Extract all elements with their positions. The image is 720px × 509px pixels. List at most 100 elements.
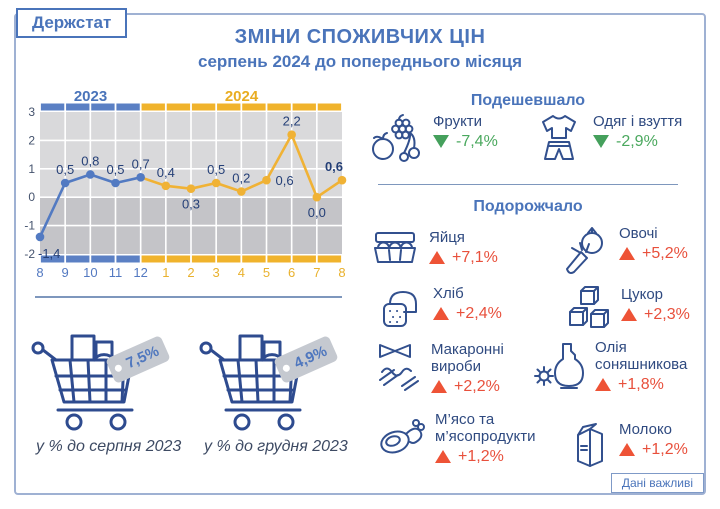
triangle-up-icon: [619, 247, 635, 261]
svg-text:0,0: 0,0: [308, 205, 326, 220]
vegetables-icon: [566, 227, 603, 274]
svg-text:2,2: 2,2: [283, 114, 301, 129]
triangle-up-icon: [595, 378, 611, 392]
item-name: Фрукти: [433, 113, 483, 130]
svg-text:11: 11: [109, 265, 123, 280]
item-delta-value: +1,8%: [618, 375, 664, 393]
svg-text:8: 8: [338, 265, 345, 280]
item-delta-value: -7,4%: [456, 132, 498, 150]
pricier-item-sugar: Цукор +2,3%: [564, 285, 690, 331]
item-name: Одяг і взуття: [593, 113, 683, 130]
chart-divider-line: [35, 296, 342, 298]
item-delta: +1,2%: [435, 448, 560, 466]
triangle-up-icon: [621, 308, 637, 322]
svg-text:0,3: 0,3: [182, 197, 200, 212]
item-delta-value: +1,2%: [642, 440, 688, 458]
svg-text:0,5: 0,5: [106, 162, 124, 177]
page-border-frame: [14, 13, 706, 495]
clothing-icon: [542, 115, 576, 160]
page-subtitle: серпень 2024 до попереднього місяця: [197, 52, 522, 71]
svg-text:3: 3: [213, 265, 220, 280]
meat-icon: [380, 419, 425, 454]
pricier-section-header: Подорожчало: [473, 198, 583, 215]
triangle-up-icon: [429, 251, 445, 265]
shopping-cart-icon: [199, 334, 310, 431]
cheaper-section-header: Подешевшало: [470, 92, 586, 109]
item-delta-value: -2,9%: [616, 132, 658, 150]
svg-text:0,6: 0,6: [276, 173, 294, 188]
pricier-item-pasta: Макаронні вироби +2,2%: [372, 340, 541, 396]
oil-icon: [534, 343, 584, 389]
item-name: Хліб: [433, 285, 464, 302]
item-delta-value: +2,4%: [456, 304, 502, 322]
triangle-up-icon: [435, 450, 451, 464]
svg-text:8: 8: [36, 265, 43, 280]
svg-text:0,6: 0,6: [325, 159, 343, 174]
item-delta: -7,4%: [433, 133, 498, 151]
item-name: Молоко: [619, 421, 673, 438]
item-delta-value: +5,2%: [642, 244, 688, 262]
triangle-down-icon: [593, 135, 609, 149]
item-delta: +2,4%: [433, 305, 502, 323]
pricier-item-meat: М’ясо та м’ясопродукти +1,2%: [376, 410, 560, 466]
svg-text:4: 4: [238, 265, 245, 280]
pricier-item-bread: Хліб +2,4%: [376, 284, 502, 330]
item-delta: +1,8%: [595, 376, 705, 394]
triangle-up-icon: [433, 307, 449, 321]
sugar-icon: [569, 286, 609, 328]
pricier-item-oil: Олія соняшникова +1,8%: [532, 338, 705, 394]
item-name: Овочі: [619, 225, 658, 242]
fruits-icon: [372, 114, 420, 162]
item-delta: +1,2%: [619, 441, 688, 459]
page-title: ЗМІНИ СПОЖИВЧИХ ЦІН: [234, 26, 486, 48]
tag-hole: [281, 363, 291, 373]
item-name: Олія соняшникова: [595, 339, 688, 373]
svg-text:7: 7: [313, 265, 320, 280]
cheaper-item-clothing: Одяг і взуття -2,9%: [534, 112, 682, 164]
cart-group-december: 4,9% у % до грудня 2023: [196, 328, 376, 458]
eggs-icon: [374, 232, 416, 263]
svg-text:0,2: 0,2: [232, 171, 250, 186]
pricier-item-milk: Молоко +1,2%: [568, 420, 688, 468]
item-delta: +5,2%: [619, 245, 688, 263]
svg-text:0,7: 0,7: [132, 156, 150, 171]
shopping-cart-icon: [31, 334, 142, 431]
pasta-icon: [379, 344, 419, 391]
cart-caption: у % до серпня 2023: [36, 438, 182, 455]
cheaper-item-fruits: Фрукти -7,4%: [370, 112, 498, 164]
data-matters-badge: Дані важливі: [610, 473, 704, 493]
cart-caption: у % до грудня 2023: [204, 438, 348, 455]
svg-text:0,5: 0,5: [207, 162, 225, 177]
svg-text:6: 6: [288, 265, 295, 280]
item-delta: +2,3%: [621, 306, 690, 324]
svg-text:2: 2: [187, 265, 194, 280]
item-delta: -2,9%: [593, 133, 682, 151]
derzhstat-logo: Держстат: [16, 8, 128, 38]
bread-icon: [383, 291, 417, 327]
item-delta-value: +2,3%: [644, 305, 690, 323]
pricier-item-eggs: Яйця +7,1%: [370, 228, 498, 268]
svg-text:9: 9: [62, 265, 69, 280]
milk-icon: [577, 423, 603, 467]
chart-year-2024-label: 2024: [224, 88, 259, 105]
triangle-up-icon: [431, 380, 447, 394]
triangle-up-icon: [619, 443, 635, 457]
pricier-item-vegetables: Овочі +5,2%: [560, 224, 688, 274]
chart-year-2023-label: 2023: [73, 88, 108, 105]
svg-text:3: 3: [28, 105, 35, 119]
tag-hole: [113, 363, 123, 373]
svg-text:1: 1: [162, 265, 169, 280]
item-delta-value: +2,2%: [454, 377, 500, 395]
item-delta: +7,1%: [429, 249, 498, 267]
svg-text:10: 10: [83, 265, 97, 280]
svg-text:1: 1: [28, 162, 35, 176]
item-delta-value: +1,2%: [458, 447, 504, 465]
cart-group-august: 7,5% у % до серпня 2023: [28, 328, 208, 458]
triangle-down-icon: [433, 135, 449, 149]
svg-text:0: 0: [28, 190, 35, 204]
item-name: М’ясо та м’ясопродукти: [435, 411, 536, 445]
svg-text:5: 5: [263, 265, 270, 280]
sections-divider-line: [378, 184, 678, 185]
